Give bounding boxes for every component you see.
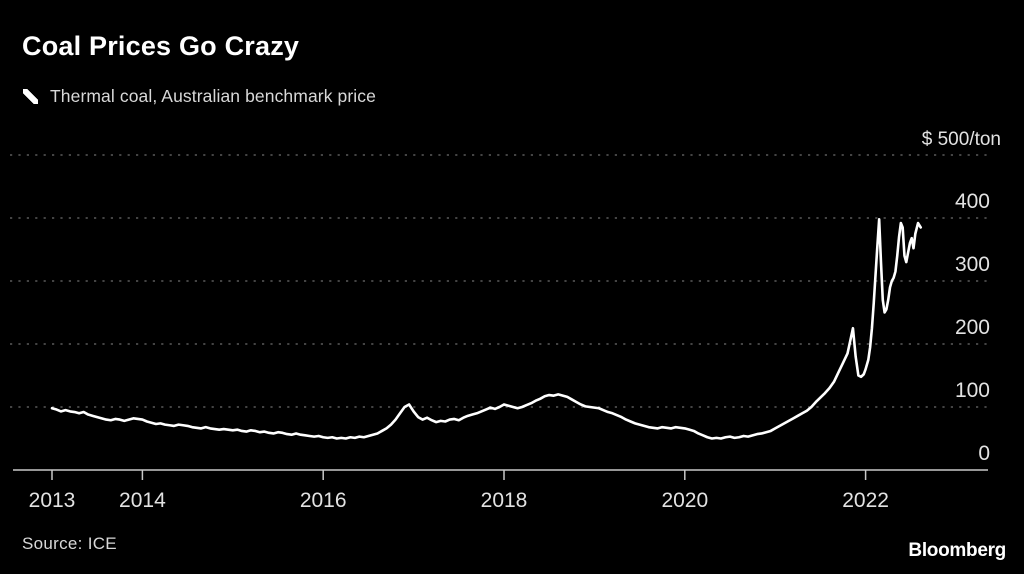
y-axis-tick-label: 400 — [955, 190, 990, 213]
x-axis-tick-label: 2013 — [29, 489, 76, 512]
data-series — [50, 217, 923, 440]
x-axis-tick-label: 2018 — [481, 489, 528, 512]
y-axis-labels: 0 100 200 300 400 $ 500/ton — [922, 129, 1001, 465]
y-axis-tick-label: 300 — [955, 253, 990, 276]
x-axis — [13, 469, 988, 480]
x-axis-labels: 2013 2014 2016 2018 2020 2022 — [29, 489, 889, 512]
x-axis-tick-label: 2014 — [119, 489, 166, 512]
legend-slash-marker-icon — [22, 88, 39, 105]
y-axis-tick-label: 100 — [955, 379, 990, 402]
page-title: Coal Prices Go Crazy — [22, 31, 300, 61]
y-axis-tick-label: $ 500/ton — [922, 129, 1001, 150]
y-axis-tick-label: 200 — [955, 316, 990, 339]
x-axis-tick-label: 2022 — [842, 489, 889, 512]
series-line-0 — [50, 217, 923, 440]
source-note: Source: ICE — [22, 534, 117, 553]
bloomberg-logo: Bloomberg — [908, 540, 1006, 561]
x-axis-tick-label: 2016 — [300, 489, 347, 512]
y-axis-tick-label: 0 — [978, 442, 990, 465]
chart-legend: Thermal coal, Australian benchmark price — [22, 86, 376, 107]
legend-item-label: Thermal coal, Australian benchmark price — [50, 86, 376, 106]
x-axis-tick-label: 2020 — [661, 489, 708, 512]
